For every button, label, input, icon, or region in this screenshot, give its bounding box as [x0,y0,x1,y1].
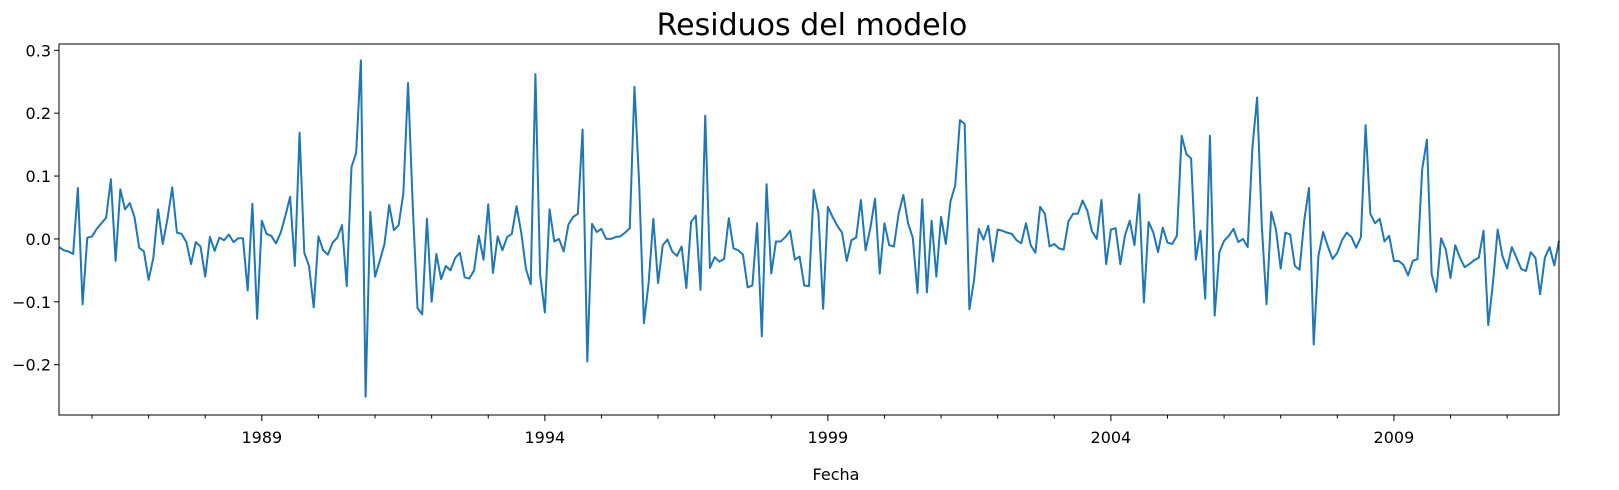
x-tick-label: 1989 [241,428,282,447]
series-line-0 [58,59,1560,398]
x-tick-label: 2004 [1091,428,1132,447]
y-tick-label: −0.1 [12,293,51,312]
x-tick-label: 1994 [524,428,565,447]
y-tick-label: 0.1 [26,167,51,186]
y-tick-label: 0.2 [26,104,51,123]
chart-title: Residuos del modelo [657,8,968,43]
y-tick-label: 0.0 [26,230,51,249]
x-axis-label: Fecha [813,465,860,484]
y-tick-label: −0.2 [12,356,51,375]
x-tick-label: 2009 [1374,428,1415,447]
axes: −0.2 −0.1 0.0 0.1 0.2 0.3 1989 1994 1999 2004 2009 [12,41,1560,447]
plot-frame [58,43,1560,416]
y-tick-label: 0.3 [26,41,51,60]
plot-area [58,59,1560,398]
x-tick-label: 1999 [808,428,849,447]
